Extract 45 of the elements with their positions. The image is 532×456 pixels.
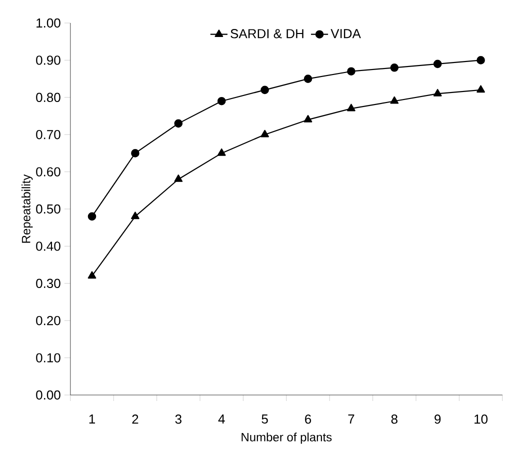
legend-label: SARDI & DH [230, 29, 304, 38]
x-tick-label: 1 [89, 414, 95, 424]
point [476, 85, 485, 93]
x-tick-label: 10 [474, 414, 488, 424]
y-tick-label: 0.60 [36, 167, 60, 176]
y-tick-label: 1.00 [36, 18, 60, 28]
point [304, 114, 312, 122]
point [433, 60, 442, 68]
point [347, 104, 356, 112]
point [260, 86, 269, 94]
y-tick-label: 0.10 [36, 353, 60, 362]
point [88, 212, 96, 221]
point [347, 67, 356, 76]
y-tick-label: 0.70 [36, 130, 60, 140]
x-tick-label: 2 [132, 414, 138, 424]
point [433, 88, 442, 96]
x-tick-label: 9 [434, 414, 441, 424]
point [88, 271, 96, 279]
point [260, 130, 269, 138]
y-axis-title: Repeatability [22, 174, 33, 243]
point [174, 119, 183, 128]
point [390, 63, 399, 72]
y-tick-label: 0.50 [36, 204, 60, 214]
point [174, 174, 183, 182]
point [131, 212, 140, 220]
point [390, 96, 399, 104]
y-tick-label: 0.30 [36, 278, 60, 288]
y-tick-label: 0.40 [36, 242, 60, 251]
y-tick-label: 0.00 [36, 390, 60, 400]
x-tick-label: 5 [262, 414, 268, 424]
x-axis-title: Number of plants [242, 432, 332, 444]
x-tick-label: 7 [348, 414, 354, 424]
point [131, 149, 140, 158]
point [304, 74, 312, 83]
point [476, 56, 485, 64]
x-tick-label: 4 [218, 414, 225, 424]
y-tick-label: 0.90 [36, 56, 60, 65]
x-tick-label: 8 [391, 414, 398, 424]
legend-label: VIDA [330, 29, 361, 38]
x-tick-label: 6 [305, 414, 312, 424]
point [217, 96, 226, 106]
x-tick-label: 3 [175, 414, 182, 424]
point [217, 148, 226, 156]
y-tick-label: 0.80 [36, 92, 60, 102]
y-tick-label: 0.20 [36, 316, 60, 326]
